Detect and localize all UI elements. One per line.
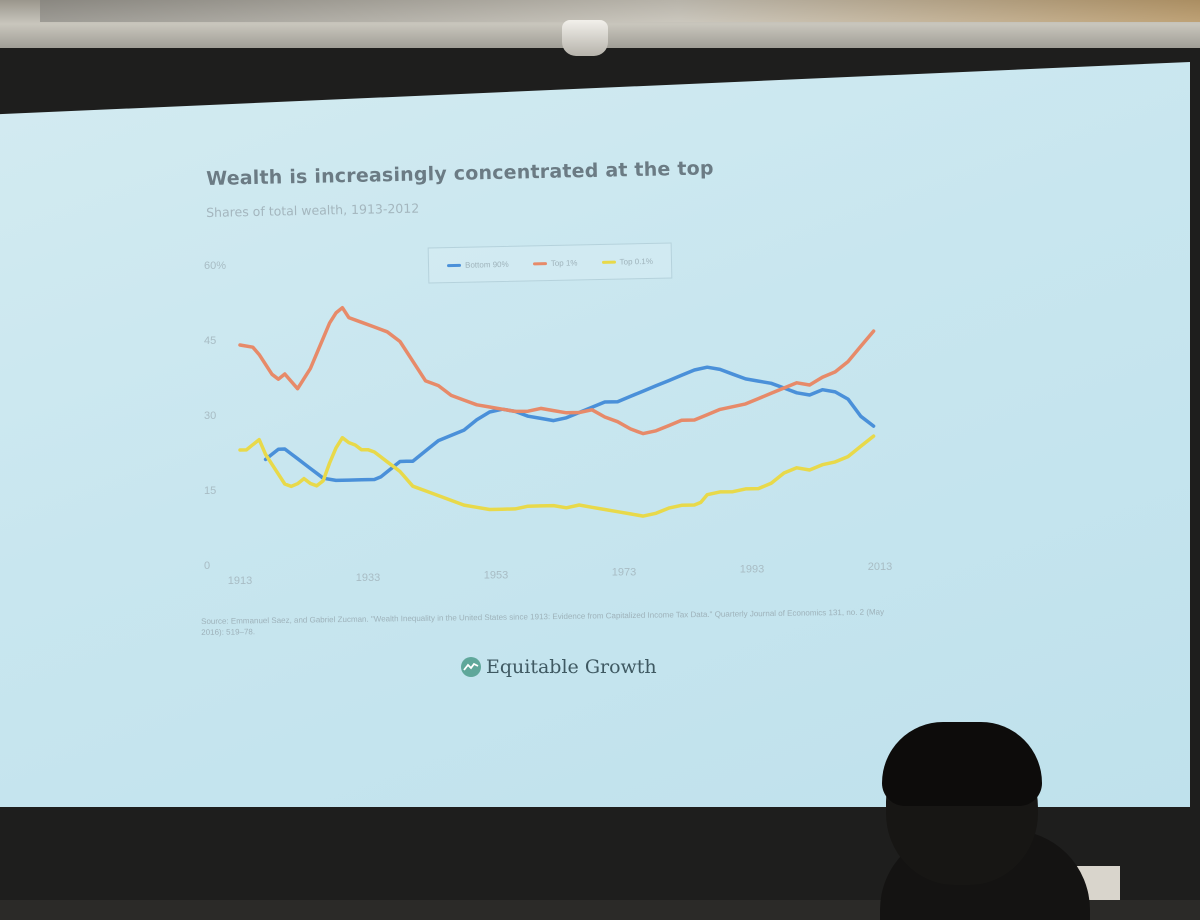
x-tick-label: 1953 [484,569,508,581]
brand-name: Equitable Growth [486,656,657,678]
series-line-top-1 [238,305,876,436]
equitable-growth-logo-icon [461,657,481,677]
ceiling-beam [40,0,1200,22]
x-axis: 1913 1933 1953 1973 1993 2013 [228,561,892,587]
x-tick-label: 1933 [356,572,380,584]
y-tick-label: 60% [204,260,226,272]
x-tick-label: 1913 [228,575,252,587]
y-tick-label: 0 [204,560,210,572]
series-line-bottom-90 [263,365,876,483]
ceiling-sensor [562,20,608,56]
y-tick-label: 15 [204,485,216,497]
y-axis: 0 15 30 45 60% [204,260,226,572]
y-tick-label: 45 [204,335,216,347]
brand-logo: Equitable Growth [460,656,657,678]
x-tick-label: 1993 [740,564,764,576]
audience-person-hair [882,722,1042,806]
series-lines [238,305,876,518]
line-chart: 0 15 30 45 60% 1913 1933 1953 1973 1993 2013 [204,260,892,587]
y-tick-label: 30 [204,410,216,422]
x-tick-label: 1973 [612,567,636,579]
x-tick-label: 2013 [868,561,892,573]
projection-screen [0,62,1190,807]
series-line-top-01 [238,434,876,518]
